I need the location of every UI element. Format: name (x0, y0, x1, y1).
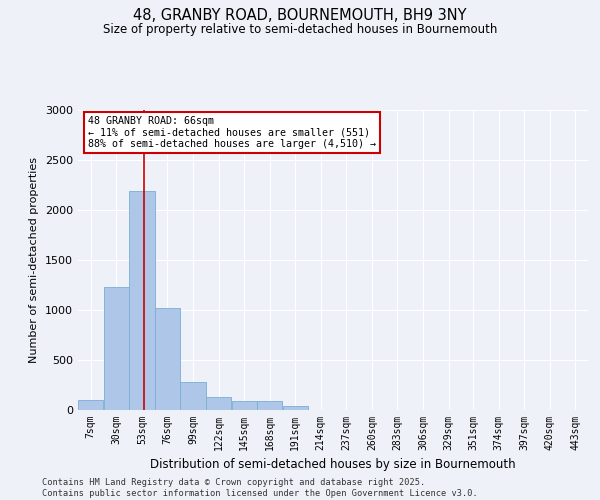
Text: 48 GRANBY ROAD: 66sqm
← 11% of semi-detached houses are smaller (551)
88% of sem: 48 GRANBY ROAD: 66sqm ← 11% of semi-deta… (88, 116, 376, 149)
Bar (181, 382, 206, 410)
Text: 48, GRANBY ROAD, BOURNEMOUTH, BH9 3NY: 48, GRANBY ROAD, BOURNEMOUTH, BH9 3NY (133, 8, 467, 22)
Bar (206, 397, 231, 410)
Y-axis label: Number of semi-detached properties: Number of semi-detached properties (29, 157, 40, 363)
Text: Contains HM Land Registry data © Crown copyright and database right 2025.
Contai: Contains HM Land Registry data © Crown c… (42, 478, 478, 498)
Bar (232, 400, 257, 410)
Bar (129, 191, 155, 410)
Text: Size of property relative to semi-detached houses in Bournemouth: Size of property relative to semi-detach… (103, 22, 497, 36)
Bar (78, 400, 103, 410)
Bar (283, 406, 308, 410)
X-axis label: Distribution of semi-detached houses by size in Bournemouth: Distribution of semi-detached houses by … (150, 458, 516, 471)
Bar (257, 401, 282, 410)
Bar (155, 308, 180, 410)
Bar (104, 287, 129, 410)
